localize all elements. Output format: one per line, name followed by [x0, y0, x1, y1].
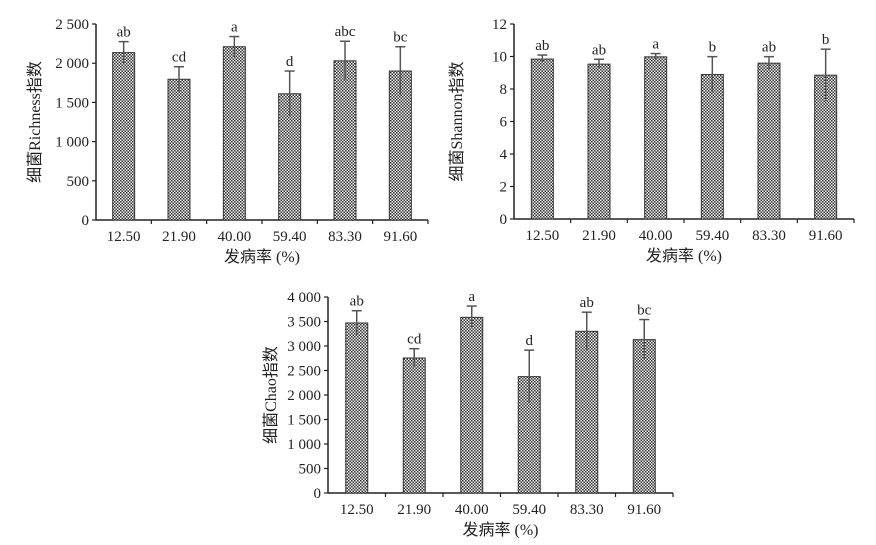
significance-label: b — [822, 32, 830, 48]
x-tick-label: 83.30 — [570, 502, 604, 518]
x-tick-label: 21.90 — [582, 228, 616, 244]
significance-label: d — [526, 333, 534, 349]
y-tick-label: 0 — [500, 212, 508, 228]
y-axis-title: 细菌Richness指数 — [26, 61, 44, 183]
significance-label: a — [652, 37, 659, 53]
bar — [345, 322, 369, 494]
significance-label: ab — [580, 295, 594, 311]
significance-label: cd — [172, 50, 187, 66]
y-tick-label: 3 500 — [287, 315, 321, 331]
bar — [632, 339, 656, 494]
y-tick-label: 1 000 — [55, 135, 89, 151]
x-tick-label: 59.40 — [512, 502, 546, 518]
chart-1: 0 500 1 000 1 500 2 000 2 500 ab 12.50 cd 21.90 a 4… — [26, 17, 429, 266]
bar — [757, 62, 781, 220]
significance-label: bc — [637, 303, 652, 319]
x-tick-label: 83.30 — [752, 228, 786, 244]
significance-label: ab — [592, 42, 606, 58]
y-tick-label: 1 000 — [287, 437, 321, 453]
x-tick-label: 40.00 — [217, 229, 251, 245]
y-tick-label: 10 — [492, 50, 507, 66]
x-tick-label: 40.00 — [639, 228, 673, 244]
significance-label: b — [709, 40, 717, 56]
chart-2: 0 2 4 6 8 10 12 ab 12.50 ab 21.90 a 40.00 b 59.40 ab 83.… — [448, 17, 855, 265]
x-tick-label: 91.60 — [809, 228, 843, 244]
significance-label: ab — [350, 294, 364, 310]
bar — [644, 56, 668, 220]
x-tick-label: 59.40 — [695, 228, 729, 244]
significance-label: a — [231, 20, 238, 36]
y-tick-label: 500 — [299, 462, 322, 478]
y-tick-label: 4 000 — [287, 290, 321, 306]
bar — [333, 60, 357, 221]
bar — [222, 46, 246, 221]
x-axis-title: 发病率 (%) — [646, 247, 722, 265]
x-tick-label: 91.60 — [627, 502, 661, 518]
significance-label: ab — [535, 38, 549, 54]
bar — [112, 52, 136, 221]
y-tick-label: 2 000 — [287, 388, 321, 404]
significance-label: cd — [407, 332, 422, 348]
y-tick-label: 2 500 — [55, 17, 89, 33]
y-tick-label: 500 — [67, 174, 90, 190]
y-tick-label: 4 — [500, 147, 508, 163]
bar — [575, 330, 599, 494]
x-tick-label: 12.50 — [107, 229, 141, 245]
x-tick-label: 91.60 — [383, 229, 417, 245]
y-tick-label: 1 500 — [55, 95, 89, 111]
significance-label: ab — [117, 25, 131, 41]
x-tick-label: 21.90 — [397, 502, 431, 518]
y-axis-title: 细菌Chao指数 — [262, 346, 280, 444]
y-tick-label: 8 — [500, 82, 508, 98]
bar — [167, 78, 191, 221]
chart-3: 0 500 1 000 1 500 2 000 2 500 3 000 3 500 4 000 a… — [262, 289, 674, 539]
x-axis-title: 发病率 (%) — [463, 521, 539, 539]
y-tick-label: 2 500 — [287, 364, 321, 380]
y-tick-label: 0 — [82, 213, 90, 229]
x-tick-label: 12.50 — [340, 502, 374, 518]
x-tick-label: 83.30 — [328, 229, 362, 245]
y-tick-label: 2 — [500, 180, 508, 196]
y-axis-title: 细菌Shannon指数 — [448, 61, 466, 181]
significance-label: d — [286, 54, 294, 70]
x-tick-label: 40.00 — [455, 502, 489, 518]
x-tick-label: 21.90 — [162, 229, 196, 245]
y-tick-label: 3 000 — [287, 339, 321, 355]
bar — [402, 357, 426, 494]
bar — [700, 74, 724, 220]
significance-label: abc — [335, 24, 356, 40]
bar — [460, 316, 484, 494]
x-tick-label: 12.50 — [525, 228, 559, 244]
y-tick-label: 1 500 — [287, 413, 321, 429]
y-tick-label: 12 — [492, 17, 507, 33]
bar — [530, 58, 554, 220]
y-tick-label: 6 — [500, 115, 508, 131]
significance-label: ab — [762, 40, 776, 56]
x-tick-label: 59.40 — [273, 229, 307, 245]
bar — [587, 63, 611, 220]
x-axis-title: 发病率 (%) — [224, 248, 300, 266]
significance-label: bc — [393, 30, 408, 46]
significance-label: a — [468, 289, 475, 305]
y-tick-label: 0 — [314, 486, 322, 502]
y-tick-label: 2 000 — [55, 56, 89, 72]
